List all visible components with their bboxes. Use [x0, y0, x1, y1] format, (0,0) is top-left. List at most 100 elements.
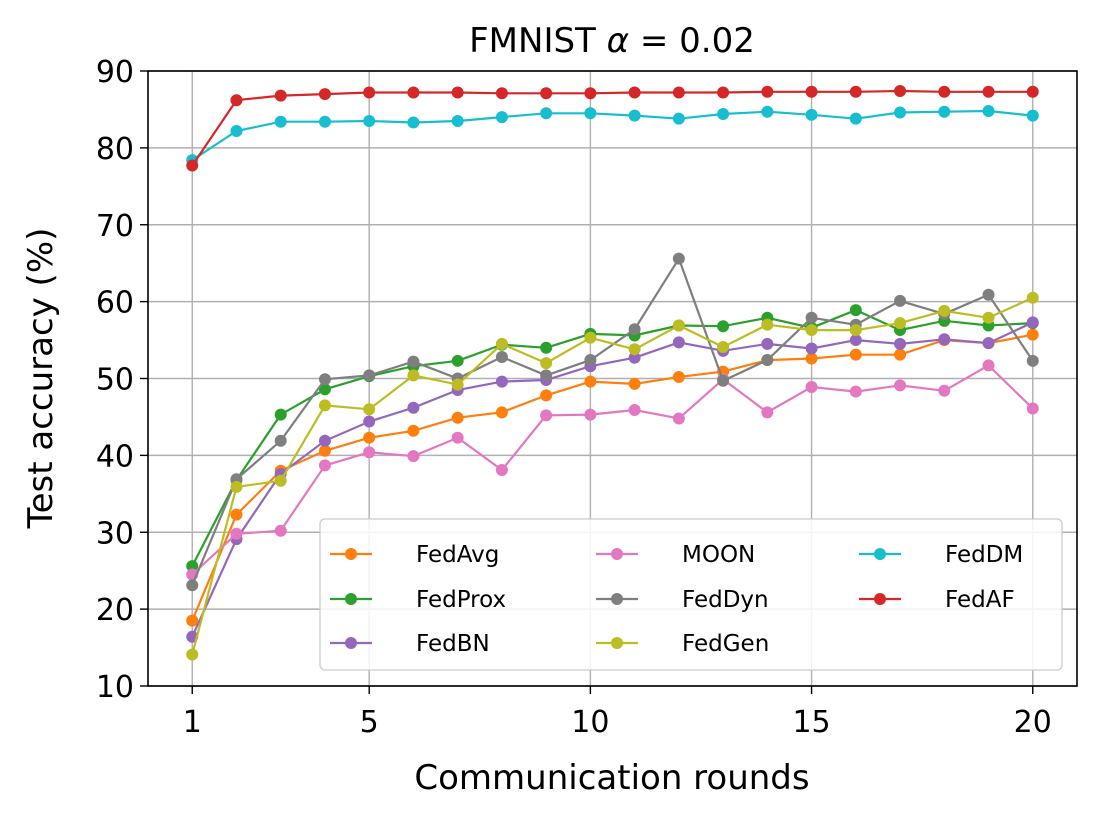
data-point-feddyn [407, 355, 420, 368]
data-point-feddyn [805, 311, 818, 324]
data-point-feddm [628, 109, 641, 122]
legend-entry-fedaf: FedAF [859, 587, 1015, 613]
data-point-moon [495, 463, 508, 476]
series-line-fedprox [191, 308, 1033, 567]
data-point-fedbn [407, 401, 420, 414]
x-tick-label: 20 [1014, 705, 1052, 740]
series-feddm [186, 104, 1039, 167]
x-tick-label: 15 [792, 705, 830, 740]
data-point-fedgen [849, 324, 862, 337]
data-point-fedaf [407, 86, 420, 99]
legend-entry-feddm: FedDM [859, 542, 1023, 568]
data-point-fedgen [363, 403, 376, 416]
data-point-feddyn [628, 323, 641, 336]
data-point-feddyn [584, 354, 597, 367]
data-point-fedaf [982, 85, 995, 98]
y-tick-label: 70 [96, 209, 134, 244]
data-point-moon [318, 459, 331, 472]
series-lines [186, 84, 1039, 661]
data-point-fedgen [451, 378, 464, 391]
data-point-feddm [849, 112, 862, 125]
y-tick-label: 30 [96, 516, 134, 551]
data-point-fedbn [894, 337, 907, 350]
legend-entry-fedgen: FedGen [596, 631, 769, 657]
chart-title: FMNIST α = 0.02 [469, 21, 755, 61]
data-point-fedbn [363, 415, 376, 428]
data-point-fedavg [318, 444, 331, 457]
data-point-fedgen [274, 474, 287, 487]
y-tick-label: 90 [96, 55, 134, 90]
data-point-feddm [584, 107, 597, 120]
legend-marker-fedprox [345, 593, 357, 605]
data-point-fedavg [363, 431, 376, 444]
data-point-moon [451, 431, 464, 444]
series-line-fedaf [191, 89, 1033, 167]
legend-entry-feddyn: FedDyn [596, 587, 769, 613]
data-point-fedavg [451, 411, 464, 424]
y-axis-label: Test accuracy (%) [21, 228, 61, 530]
x-tick-label: 5 [360, 705, 379, 740]
data-point-feddyn [274, 434, 287, 447]
series-line-feddyn [191, 256, 1034, 586]
data-point-fedaf [849, 85, 862, 98]
data-point-fedgen [1026, 291, 1039, 304]
data-point-fedbn [849, 334, 862, 347]
data-point-fedprox [540, 341, 553, 354]
data-point-moon [628, 404, 641, 417]
data-point-fedprox [274, 408, 287, 421]
data-point-fedavg [584, 375, 597, 388]
data-point-feddyn [186, 579, 199, 592]
data-point-fedaf [628, 86, 641, 99]
data-point-fedbn [982, 337, 995, 350]
legend-label-fedbn: FedBN [416, 631, 490, 657]
data-point-fedavg [495, 406, 508, 419]
data-point-feddm [363, 114, 376, 127]
data-point-fedaf [363, 86, 376, 99]
data-point-feddyn [894, 294, 907, 307]
data-point-fedgen [318, 399, 331, 412]
data-point-fedbn [938, 333, 951, 346]
x-tick-label: 1 [183, 705, 202, 740]
data-point-moon [363, 446, 376, 459]
data-point-feddm [318, 115, 331, 128]
legend-label-feddyn: FedDyn [682, 587, 769, 613]
data-point-fedaf [894, 84, 907, 97]
data-point-moon [584, 408, 597, 421]
data-point-feddyn [982, 288, 995, 301]
legend-label-fedgen: FedGen [682, 631, 769, 657]
data-point-fedgen [894, 317, 907, 330]
data-point-feddm [407, 116, 420, 129]
data-point-feddm [938, 105, 951, 118]
data-point-feddm [540, 107, 553, 120]
data-point-fedgen [540, 357, 553, 370]
series-line-moon [191, 364, 1034, 576]
legend-marker-moon [611, 548, 623, 560]
data-point-fedbn [318, 434, 331, 447]
data-point-feddm [672, 112, 685, 125]
data-point-fedgen [717, 340, 730, 353]
data-point-moon [894, 379, 907, 392]
legend-label-feddm: FedDM [945, 542, 1023, 568]
data-point-fedavg [186, 614, 199, 627]
data-point-fedaf [584, 87, 597, 100]
data-point-fedgen [982, 311, 995, 324]
data-point-fedbn [628, 351, 641, 364]
series-fedgen [186, 291, 1039, 661]
data-point-feddyn [540, 369, 553, 382]
data-point-moon [805, 380, 818, 393]
data-point-moon [938, 384, 951, 397]
data-point-feddm [1026, 109, 1039, 122]
data-point-moon [540, 409, 553, 422]
data-point-fedbn [761, 337, 774, 350]
data-point-fedavg [628, 377, 641, 390]
data-point-feddm [451, 114, 464, 127]
data-point-fedbn [672, 336, 685, 349]
legend-marker-fedaf [874, 593, 886, 605]
data-point-fedaf [495, 87, 508, 100]
legend-entry-fedbn: FedBN [330, 631, 490, 657]
data-point-fedaf [805, 85, 818, 98]
y-tick-label: 80 [96, 132, 134, 167]
legend-marker-fedgen [611, 637, 623, 649]
